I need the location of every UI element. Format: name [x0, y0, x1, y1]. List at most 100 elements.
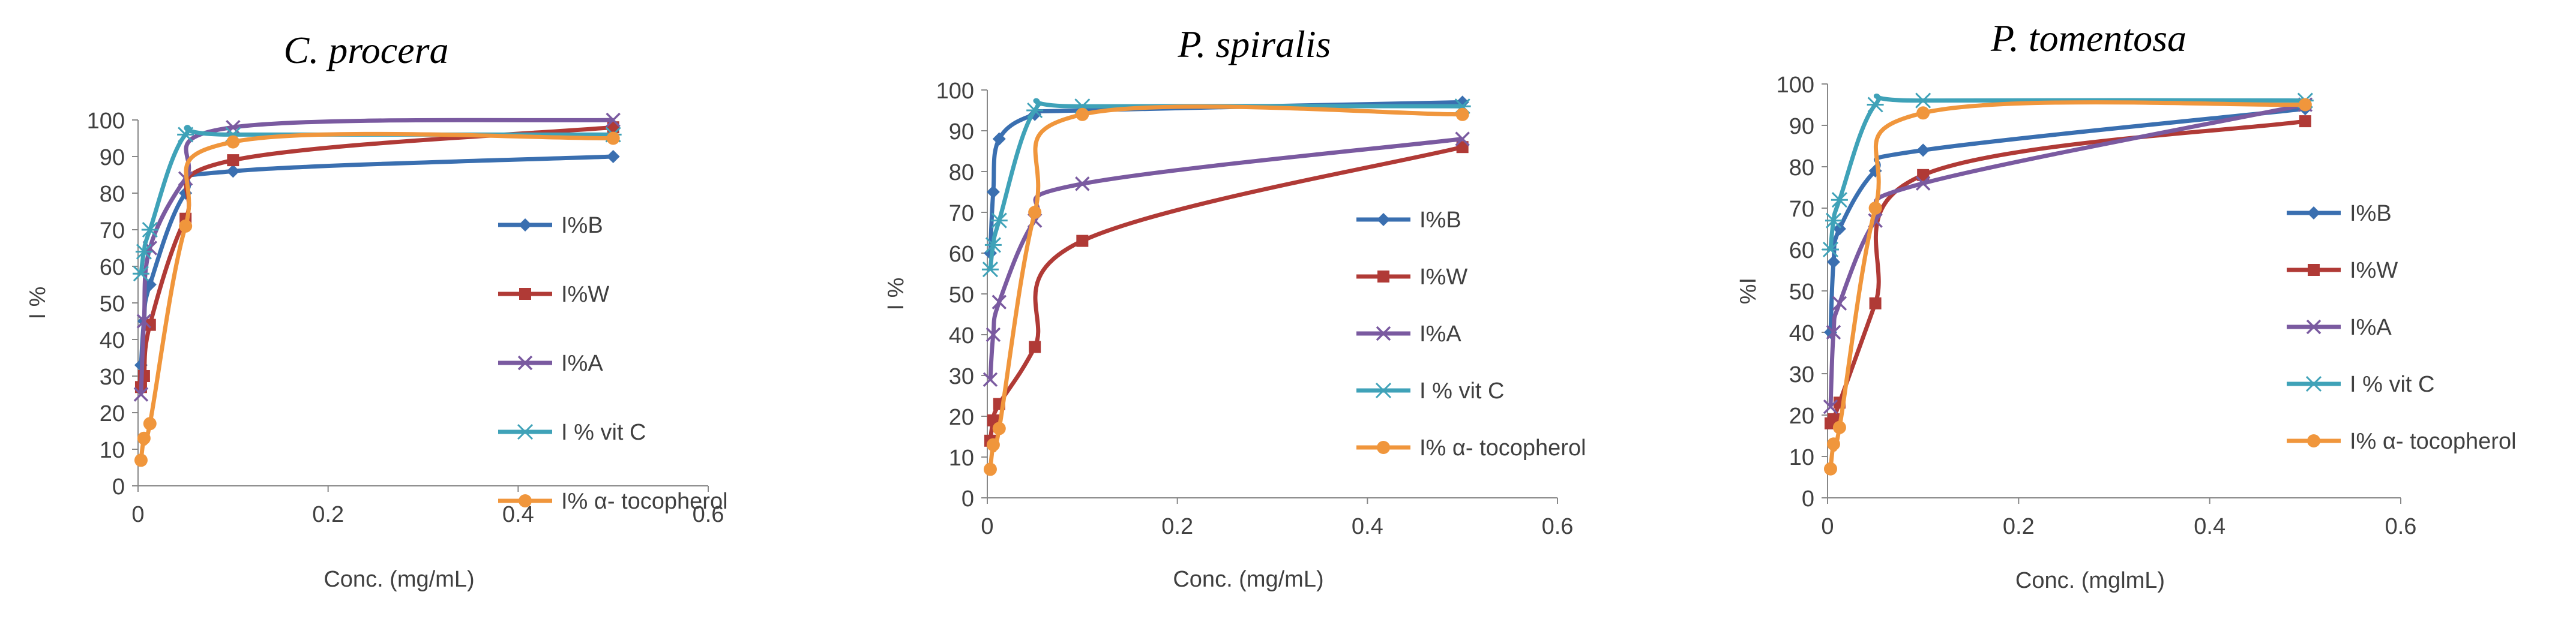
series-i-tocopherol	[983, 104, 1469, 476]
data-point-i-tocopherol	[137, 431, 151, 445]
data-point-i-tocopherol	[226, 135, 240, 149]
legend-item-i-w: I%W	[498, 282, 609, 307]
series-line-i-a	[139, 118, 613, 395]
series-i-w	[984, 141, 1469, 447]
x-axis-label: Conc. (mg/mL)	[1173, 567, 1323, 592]
legend-item-i-a: I%A	[498, 351, 603, 376]
series-line-i-b	[139, 154, 613, 365]
series-i-tocopherol	[134, 131, 620, 467]
legend-label: I % vit C	[2350, 372, 2434, 397]
data-point-i-tocopherol	[992, 422, 1006, 435]
legend-label: I% α- tocopherol	[2350, 429, 2517, 454]
legend-label: I%B	[561, 213, 603, 238]
y-axis-label: I %	[25, 287, 50, 320]
x-tick-label: 0.2	[312, 502, 344, 527]
legend-item-i-b: I%B	[498, 213, 603, 238]
legend: I%B I%W I%A I % vit C I% α- tocopherol	[498, 213, 728, 514]
data-point-i-a	[1832, 296, 1847, 311]
y-tick-label: 60	[949, 242, 974, 267]
legend-item-i-w: I%W	[1356, 265, 1467, 290]
y-tick-label: 30	[949, 364, 974, 389]
y-tick-label: 100	[1777, 73, 1814, 98]
series-i-w	[134, 121, 619, 393]
series-line-i-b	[1828, 106, 2306, 333]
chart-panel-p-spiralis: P. spiralis 0 10 20 30 40 50 60 70 80 90 100 0 0.2 0.4…	[858, 0, 1717, 619]
data-point-i-a	[986, 327, 1001, 342]
data-point-i-b	[226, 164, 240, 178]
data-point-i-vit-c	[1825, 212, 1842, 229]
legend-item-i-w: I%W	[2287, 258, 2398, 283]
y-tick-label: 20	[949, 405, 974, 430]
data-point-i-vit-c	[141, 221, 158, 238]
legend-label: I%B	[1419, 208, 1461, 233]
y-axis-label: %I	[1736, 278, 1761, 304]
series-line-i-w	[1829, 119, 2306, 425]
x-tick-label: 0.4	[1352, 514, 1383, 539]
y-tick-label: 80	[949, 160, 974, 185]
series-i-a	[983, 131, 1470, 387]
data-point-i-tocopherol	[179, 219, 193, 233]
data-point-i-b	[1832, 222, 1846, 236]
x-tick-label: 0	[981, 514, 993, 539]
series-i-a	[1823, 97, 2313, 414]
y-tick-label: 20	[100, 401, 125, 426]
data-point-i-b	[1916, 143, 1930, 157]
legend-swatch-marker	[1377, 271, 1389, 283]
y-tick-label: 30	[1789, 362, 1814, 387]
data-point-i-a	[1915, 176, 1931, 191]
legend-item-i-a: I%A	[2287, 315, 2392, 340]
series-line-i-a	[988, 137, 1463, 380]
chart-p-spiralis: P. spiralis 0 10 20 30 40 50 60 70 80 90 100 0 0.2 0.4…	[883, 23, 1586, 592]
data-point-i-tocopherol	[1832, 420, 1846, 434]
data-point-i-tocopherol	[1823, 462, 1837, 476]
legend-item-i-tocopherol: I% α- tocopherol	[498, 489, 728, 514]
data-point-i-vit-c	[990, 212, 1008, 229]
legend-label: I%A	[2350, 315, 2392, 340]
y-tick-label: 50	[949, 283, 974, 308]
y-tick-label: 90	[1789, 114, 1814, 139]
y-tick-label: 10	[1789, 445, 1814, 470]
data-point-i-vit-c	[132, 266, 149, 282]
legend: I%B I%W I%A I % vit C I% α- tocopherol	[1356, 208, 1586, 461]
legend: I%B I%W I%A I % vit C I% α- tocopherol	[2287, 201, 2517, 454]
x-tick-label: 0.6	[2385, 514, 2417, 539]
legend-swatch-marker	[2306, 319, 2322, 335]
legend-swatch-marker	[2308, 264, 2320, 276]
legend-item-i-vit-c: I % vit C	[1356, 378, 1504, 404]
data-point-i-w	[1076, 235, 1089, 247]
x-tick-label: 0	[1821, 514, 1834, 539]
data-point-i-tocopherol	[1826, 437, 1840, 451]
data-point-i-vit-c	[981, 262, 999, 278]
legend-item-i-tocopherol: I% α- tocopherol	[2287, 429, 2517, 454]
legend-label: I%A	[561, 351, 603, 376]
x-axis-label: Conc. (mg/mL)	[324, 567, 474, 592]
y-tick-label: 90	[949, 119, 974, 145]
data-point-i-w	[1029, 341, 1041, 353]
data-point-i-vit-c	[984, 237, 1002, 253]
chart-p-tomentosa: P. tomentosa 0 10 20 30 40 50 60 70 80 90 100 0 0.2 0.…	[1736, 17, 2517, 593]
series-i-w	[1824, 115, 2311, 429]
y-tick-label: 100	[936, 79, 974, 104]
legend-swatch-marker	[2307, 206, 2320, 220]
y-tick-label: 80	[1789, 155, 1814, 181]
y-tick-label: 90	[100, 145, 125, 170]
legend-swatch-marker	[2305, 375, 2322, 392]
data-point-i-a	[1075, 176, 1090, 191]
series-line-i-vit-c	[1828, 94, 2305, 250]
data-point-i-w	[227, 154, 239, 167]
data-point-i-tocopherol	[606, 131, 620, 145]
data-point-i-b	[1826, 255, 1840, 269]
chart-title: P. spiralis	[1178, 23, 1331, 65]
legend-label: I% α- tocopherol	[561, 489, 728, 514]
data-point-i-tocopherol	[2298, 98, 2312, 112]
legend-label: I % vit C	[1419, 378, 1504, 404]
data-point-i-b	[986, 185, 1000, 199]
data-point-i-vit-c	[1915, 92, 1932, 109]
series-line-i-vit-c	[988, 98, 1463, 270]
x-axis-label: Conc. (mglmL)	[2015, 568, 2165, 593]
legend-swatch-marker	[1375, 382, 1392, 399]
x-tick-label: 0.6	[693, 502, 724, 527]
data-point-i-vit-c	[1822, 241, 1839, 258]
y-tick-label: 70	[949, 201, 974, 226]
